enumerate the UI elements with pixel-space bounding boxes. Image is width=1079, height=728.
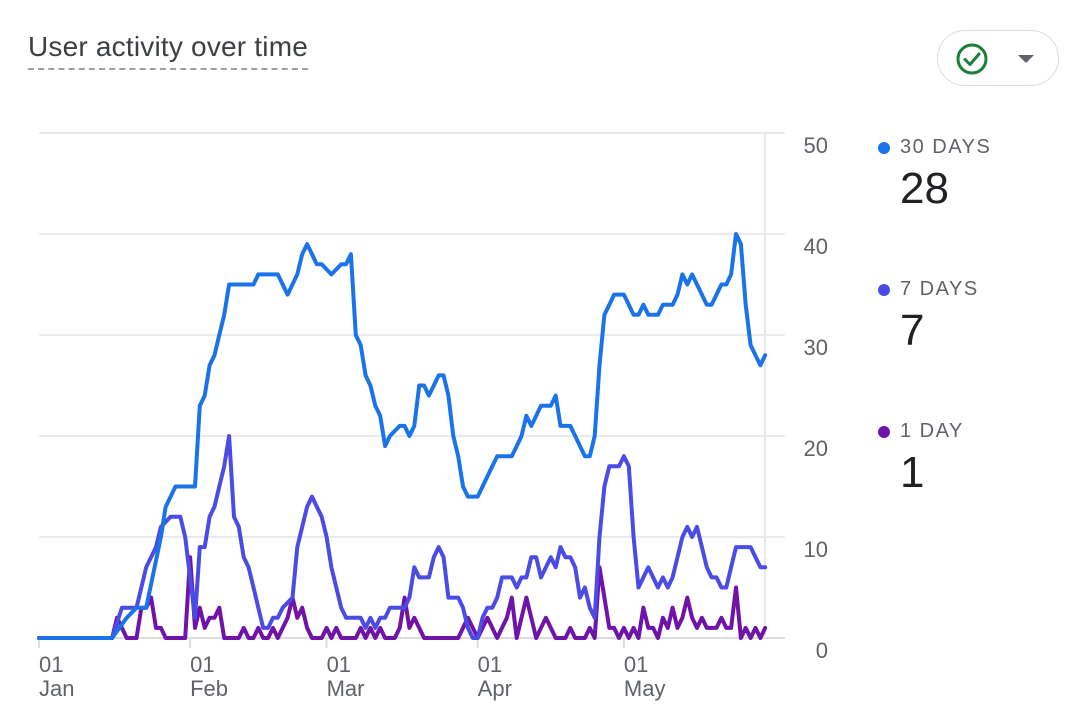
legend-dot-7-days — [878, 283, 890, 296]
x-tick-day-2: 01 — [327, 652, 351, 677]
legend-value-30-days: 28 — [900, 164, 949, 213]
y-tick-label-50: 50 — [804, 133, 828, 158]
x-tick-month-0: Jan — [39, 676, 74, 701]
series-line-30-days — [37, 232, 768, 640]
x-tick-day-1: 01 — [190, 652, 214, 677]
x-tick-month-1: Feb — [190, 676, 228, 701]
y-tick-label-0: 0 — [816, 638, 828, 663]
legend-value-1-day: 1 — [900, 448, 925, 497]
status-dropdown[interactable] — [937, 30, 1059, 86]
y-tick-label-30: 30 — [804, 335, 828, 360]
y-tick-label-10: 10 — [804, 537, 828, 562]
legend-label-1-day: 1 DAY — [900, 420, 964, 442]
x-tick-day-3: 01 — [478, 652, 502, 677]
chevron-down-icon — [1018, 55, 1034, 63]
x-tick-day-4: 01 — [624, 652, 648, 677]
legend-label-30-days: 30 DAYS — [900, 136, 992, 158]
y-tick-label-40: 40 — [804, 234, 828, 259]
x-tick-day-0: 01 — [39, 652, 63, 677]
legend-value-7-days: 7 — [900, 306, 925, 355]
legend-item-1-day: 1 DAY 1 — [878, 420, 1068, 497]
series-line-1-day — [37, 555, 768, 640]
y-tick-label-20: 20 — [804, 436, 828, 461]
legend-label-7-days: 7 DAYS — [900, 278, 979, 300]
series-line-7-days — [37, 434, 768, 640]
legend-item-30-days: 30 DAYS 28 — [878, 136, 1068, 213]
x-tick-month-3: Apr — [478, 676, 512, 701]
x-tick-month-4: May — [624, 676, 666, 701]
legend-item-7-days: 7 DAYS 7 — [878, 278, 1068, 355]
legend-dot-1-day — [878, 425, 890, 438]
check-circle-icon — [956, 43, 988, 75]
legend-dot-30-days — [878, 141, 890, 154]
card-title[interactable]: User activity over time — [28, 30, 308, 70]
x-tick-month-2: Mar — [327, 676, 365, 701]
